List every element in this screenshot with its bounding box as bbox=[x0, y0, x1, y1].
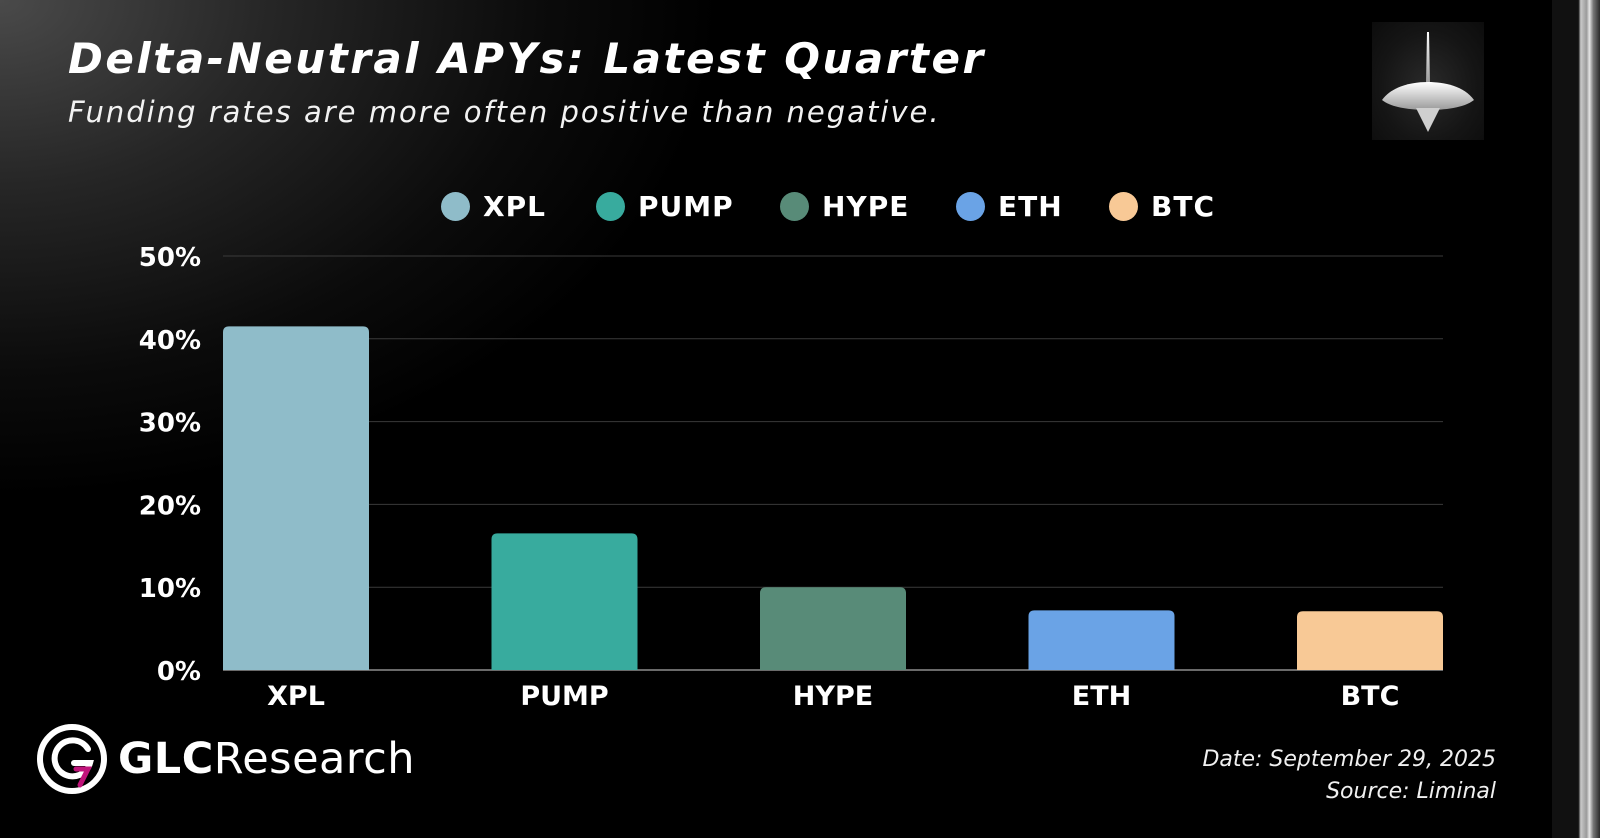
legend-label: PUMP bbox=[638, 189, 734, 223]
chart-legend: XPL PUMP HYPE ETH BTC bbox=[0, 186, 1600, 226]
legend-item-btc: BTC bbox=[1109, 186, 1215, 226]
legend-swatch bbox=[441, 191, 470, 221]
legend-label: BTC bbox=[1151, 189, 1215, 223]
x-tick-label: XPL bbox=[267, 681, 325, 712]
footer: Date: September 29, 2025 Source: Liminal bbox=[1202, 744, 1496, 808]
y-tick-label: 50% bbox=[139, 243, 201, 273]
spinning-top-icon bbox=[1372, 22, 1484, 140]
y-tick-label: 40% bbox=[139, 326, 201, 356]
legend-swatch bbox=[1109, 191, 1138, 221]
chart-subtitle: Funding rates are more often positive th… bbox=[68, 95, 941, 129]
x-tick-label: BTC bbox=[1341, 681, 1400, 712]
y-tick-label: 20% bbox=[139, 491, 201, 521]
legend-item-eth: ETH bbox=[956, 186, 1063, 226]
brand-name-bold: GLC bbox=[118, 734, 214, 784]
legend-item-xpl: XPL bbox=[441, 186, 546, 226]
bar-hype bbox=[760, 587, 906, 670]
y-tick-label: 0% bbox=[157, 657, 201, 687]
bars bbox=[223, 326, 1443, 670]
brand-logo: GLCResearch bbox=[36, 722, 415, 796]
footer-source: Source: Liminal bbox=[1326, 779, 1496, 804]
legend-swatch bbox=[596, 191, 625, 221]
bar-eth bbox=[1028, 610, 1175, 670]
chart-title: Delta-Neutral APYs: Latest Quarter bbox=[68, 34, 986, 83]
glc-logo-icon bbox=[37, 724, 107, 794]
right-edge-border bbox=[1552, 0, 1600, 838]
legend-item-pump: PUMP bbox=[596, 186, 734, 226]
brand-name: GLCResearch bbox=[118, 734, 415, 784]
brand-name-light: Research bbox=[213, 734, 416, 784]
bar-btc bbox=[1297, 611, 1443, 670]
legend-swatch bbox=[780, 191, 809, 221]
footer-date: Date: September 29, 2025 bbox=[1202, 747, 1496, 772]
bar-xpl bbox=[223, 326, 369, 670]
y-tick-label: 30% bbox=[139, 409, 201, 439]
x-axis-ticks: XPL PUMP HYPE ETH BTC bbox=[267, 681, 1399, 712]
y-axis-ticks: 0% 10% 20% 30% 40% 50% bbox=[139, 243, 201, 687]
legend-item-hype: HYPE bbox=[780, 186, 909, 226]
y-tick-label: 10% bbox=[139, 574, 201, 604]
x-tick-label: PUMP bbox=[520, 681, 608, 712]
bar-pump bbox=[491, 533, 638, 670]
legend-label: XPL bbox=[483, 189, 546, 223]
legend-swatch bbox=[956, 191, 985, 221]
legend-label: HYPE bbox=[822, 189, 910, 223]
x-tick-label: HYPE bbox=[793, 681, 873, 712]
legend-label: ETH bbox=[998, 189, 1063, 223]
x-tick-label: ETH bbox=[1072, 681, 1131, 712]
